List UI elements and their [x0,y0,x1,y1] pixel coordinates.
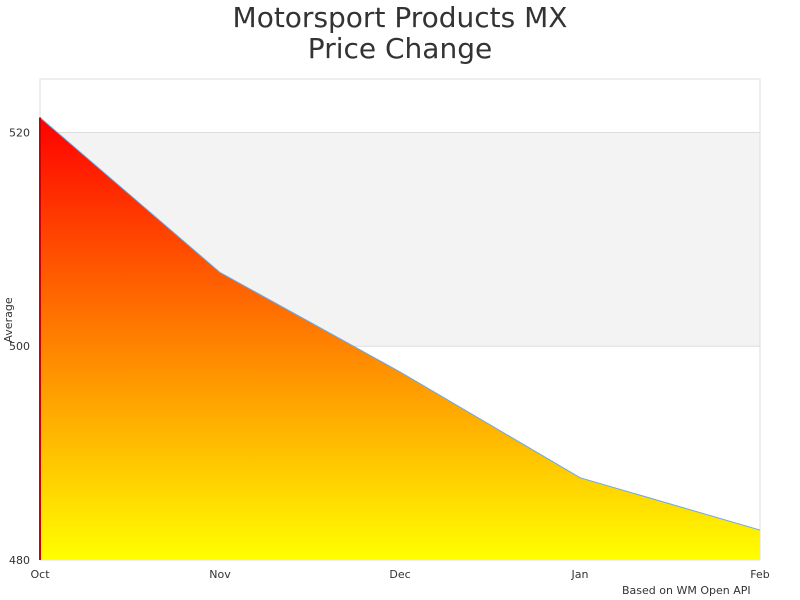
y-tick-label: 520 [9,126,30,139]
x-tick-label: Jan [571,568,589,581]
credit-text: Based on WM Open API [622,584,751,597]
title-line-1: Motorsport Products MX [232,1,568,34]
series-line [39,117,761,531]
chart-title: Motorsport Products MX Price Change [0,2,800,64]
title-line-2: Price Change [307,32,493,65]
x-tick-label: Feb [750,568,769,581]
x-tick-label: Nov [209,568,231,581]
y-tick-label: 500 [9,340,30,353]
x-tick-label: Oct [30,568,50,581]
y-axis-label: Average [2,297,15,342]
y-tick-label: 480 [9,554,30,567]
x-tick-label: Dec [389,568,410,581]
area-fill [40,117,760,560]
